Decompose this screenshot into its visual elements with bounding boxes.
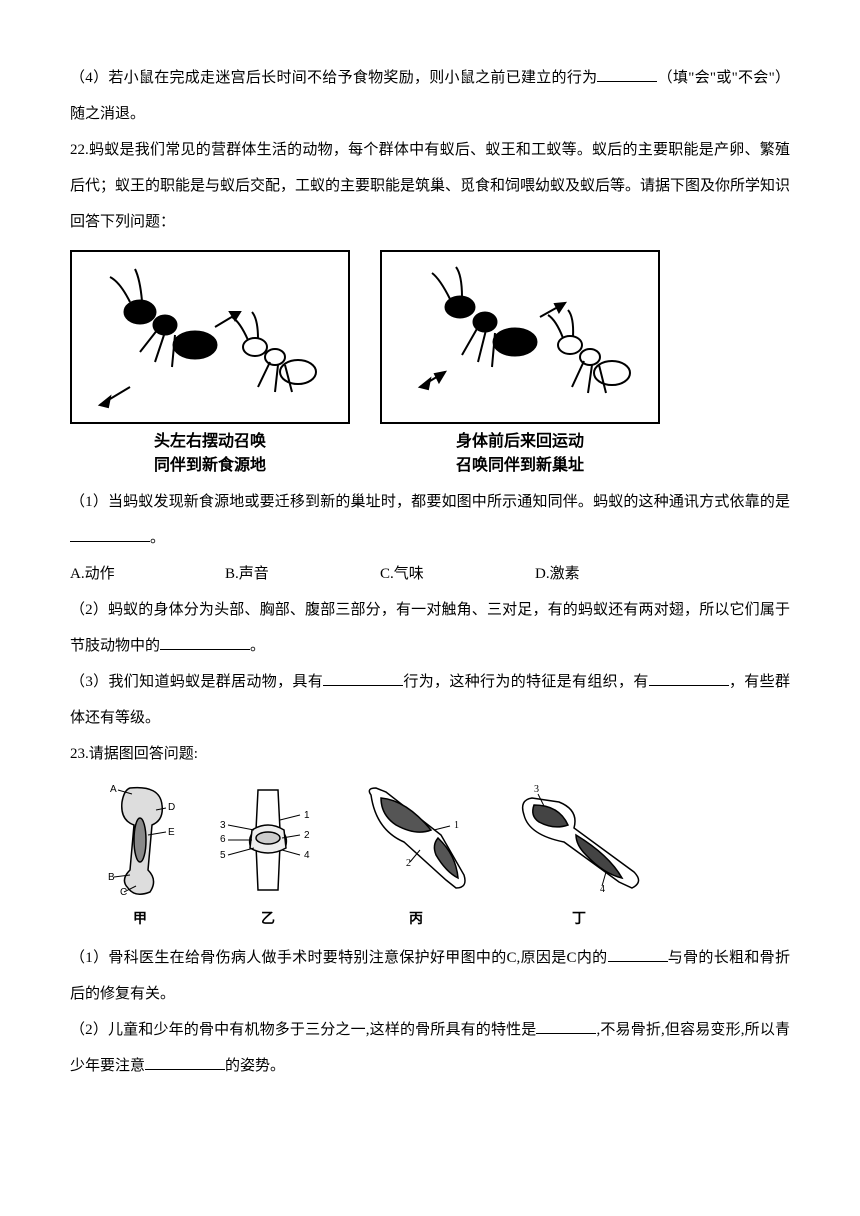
q22-s2: （2）蚂蚁的身体分为头部、胸部、腹部三部分，有一对触角、三对足，有的蚂蚁还有两对…	[70, 592, 790, 664]
q22-fig1-caption: 头左右摆动召唤 同伴到新食源地	[70, 430, 350, 478]
blank	[160, 633, 250, 651]
blank	[597, 65, 657, 83]
q23-label-d: 丁	[504, 902, 654, 936]
svg-text:E: E	[168, 827, 175, 838]
q23-fig-b: 1 2 4 3 6 5 乙	[208, 780, 328, 936]
q23-s1-a: （1）骨科医生在给骨伤病人做手术时要特别注意保护好甲图中的C,原因是C内的	[70, 950, 608, 966]
opt-a: A.动作	[70, 556, 225, 592]
q22-options: A.动作 B.声音 C.气味 D.激素	[70, 556, 690, 592]
svg-text:5: 5	[220, 850, 226, 861]
q22-s1: （1）当蚂蚁发现新食源地或要迁移到新的巢址时，都要如图中所示通知同伴。蚂蚁的这种…	[70, 484, 790, 556]
q23-intro: 23.请据图回答问题:	[70, 736, 790, 772]
ant-image-2	[380, 250, 660, 424]
opt-d: D.激素	[535, 556, 690, 592]
q23-s1: （1）骨科医生在给骨伤病人做手术时要特别注意保护好甲图中的C,原因是C内的与骨的…	[70, 940, 790, 1012]
q22-s3: （3）我们知道蚂蚁是群居动物，具有行为，这种行为的特征是有组织，有，有些群体还有…	[70, 664, 790, 736]
svg-text:6: 6	[220, 834, 226, 845]
svg-text:1: 1	[304, 810, 310, 821]
svg-text:B: B	[108, 872, 115, 883]
q21-4: （4）若小鼠在完成走迷宫后长时间不给予食物奖励，则小鼠之前已建立的行为（填"会"…	[70, 60, 790, 132]
opt-b: B.声音	[225, 556, 380, 592]
svg-text:3: 3	[534, 784, 539, 795]
svg-text:2: 2	[406, 858, 411, 869]
q23-label-b: 乙	[208, 902, 328, 936]
svg-text:1: 1	[454, 820, 459, 831]
q23-s2-a: （2）儿童和少年的骨中有机物多于三分之一,这样的骨所具有的特性是	[70, 1022, 536, 1038]
q23-s2-c: 的姿势。	[225, 1058, 285, 1074]
q22-s1-b: 。	[150, 530, 165, 546]
svg-text:2: 2	[304, 830, 310, 841]
q23-s2: （2）儿童和少年的骨中有机物多于三分之一,这样的骨所具有的特性是,不易骨折,但容…	[70, 1012, 790, 1084]
blank	[649, 669, 729, 687]
q22-s1-a: （1）当蚂蚁发现新食源地或要迁移到新的巢址时，都要如图中所示通知同伴。蚂蚁的这种…	[70, 494, 790, 510]
q21-4-text-a: （4）若小鼠在完成走迷宫后长时间不给予食物奖励，则小鼠之前已建立的行为	[70, 70, 597, 86]
q22-fig2-caption: 身体前后来回运动 召唤同伴到新巢址	[380, 430, 660, 478]
q22-s3-a: （3）我们知道蚂蚁是群居动物，具有	[70, 674, 323, 690]
q22-intro: 22.蚂蚁是我们常见的营群体生活的动物，每个群体中有蚁后、蚁王和工蚁等。蚁后的主…	[70, 132, 790, 240]
blank	[323, 669, 403, 687]
q22-s3-b: 行为，这种行为的特征是有组织，有	[403, 674, 649, 690]
svg-text:D: D	[168, 802, 175, 813]
svg-text:A: A	[110, 784, 117, 795]
blank	[70, 525, 150, 543]
svg-text:3: 3	[220, 820, 226, 831]
q23-fig-a: A D E B C 甲	[90, 780, 190, 936]
q23-label-c: 丙	[346, 902, 486, 936]
svg-text:4: 4	[304, 850, 310, 861]
q23-label-a: 甲	[90, 902, 190, 936]
q22-figure-2: 身体前后来回运动 召唤同伴到新巢址	[380, 250, 660, 478]
blank	[536, 1016, 596, 1034]
q23-fig-c: 1 2 丙	[346, 780, 486, 936]
q23-figures: A D E B C 甲 1 2	[90, 780, 790, 936]
blank	[145, 1052, 225, 1070]
q22-figures: 头左右摆动召唤 同伴到新食源地	[70, 250, 790, 478]
opt-c: C.气味	[380, 556, 535, 592]
q22-figure-1: 头左右摆动召唤 同伴到新食源地	[70, 250, 350, 478]
ant-image-1	[70, 250, 350, 424]
q22-s2-b: 。	[250, 638, 265, 654]
svg-text:C: C	[120, 887, 127, 898]
blank	[608, 944, 668, 962]
q23-fig-d: 34 丁	[504, 780, 654, 936]
